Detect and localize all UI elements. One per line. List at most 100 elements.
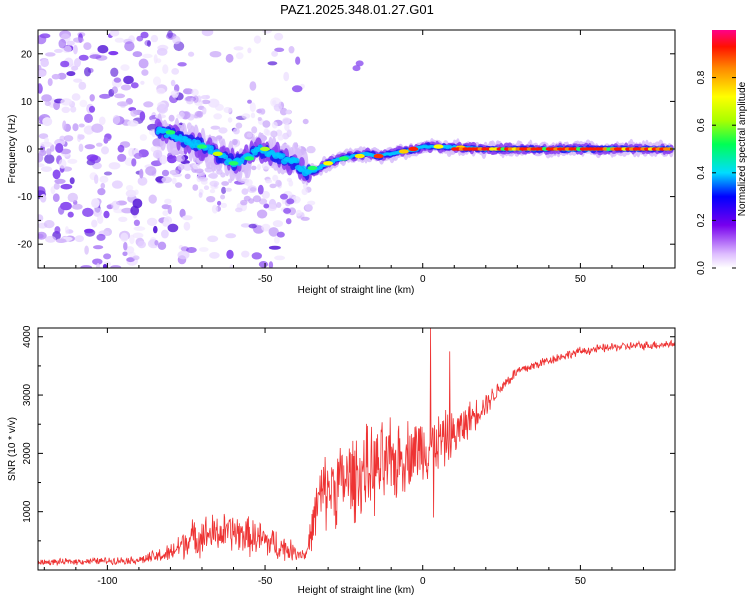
ridge-mark xyxy=(293,157,300,164)
noise-blob xyxy=(84,113,93,123)
noise-blob xyxy=(132,255,140,260)
noise-blob xyxy=(147,40,151,47)
noise-blob xyxy=(129,234,135,245)
noise-blob xyxy=(217,200,222,206)
haze-blob xyxy=(209,172,218,180)
haze-blob xyxy=(198,176,209,182)
noise-blob xyxy=(188,51,195,57)
noise-blob xyxy=(86,154,99,162)
haze-blob xyxy=(200,95,210,100)
colorbar-ticks: 0.0 0.2 0.4 0.6 0.8 xyxy=(696,70,736,275)
noise-blob xyxy=(183,221,191,231)
haze-blob xyxy=(202,107,207,115)
snr-panel: -100 -50 0 50 1000 2000 3000 4000 Height of st… xyxy=(7,325,676,596)
noise-blob xyxy=(72,123,79,132)
noise-blob xyxy=(38,69,47,78)
noise-blob xyxy=(263,203,270,209)
noise-blob xyxy=(46,148,52,156)
noise-blob xyxy=(146,217,158,226)
noise-blob xyxy=(117,153,127,162)
noise-blob xyxy=(53,101,60,111)
haze-blob xyxy=(206,196,216,203)
haze-blob xyxy=(192,163,201,170)
y-tick-label: 20 xyxy=(21,49,33,60)
noise-blob xyxy=(355,60,364,67)
noise-blob xyxy=(161,176,173,184)
haze-blob xyxy=(275,179,282,187)
noise-blob xyxy=(109,30,120,37)
noise-blob xyxy=(123,75,134,85)
noise-blob xyxy=(111,200,120,211)
noise-blob xyxy=(177,250,190,260)
noise-blob xyxy=(59,135,66,142)
colorbar-tick-label: 0.0 xyxy=(696,261,707,275)
ridge-core xyxy=(228,161,239,166)
noise-blob xyxy=(233,128,240,135)
noise-blob xyxy=(99,175,109,183)
noise-blob xyxy=(272,220,283,228)
haze-blob xyxy=(198,192,203,198)
noise-blob xyxy=(153,76,161,86)
haze-blob xyxy=(183,88,189,94)
noise-blob xyxy=(288,46,295,54)
noise-blob xyxy=(156,87,166,95)
haze-blob xyxy=(193,95,199,103)
noise-blob xyxy=(74,58,81,68)
noise-blob xyxy=(112,114,121,125)
ridge-mark xyxy=(298,157,305,169)
noise-blob xyxy=(163,216,173,225)
noise-blob xyxy=(138,58,149,69)
ridge-mark xyxy=(209,145,214,152)
colorbar: 0.0 0.2 0.4 0.6 0.8 Normalized spectral ampl… xyxy=(696,30,748,275)
haze-blob xyxy=(170,90,179,98)
noise-blob xyxy=(44,101,51,107)
noise-blob xyxy=(117,144,125,153)
noise-blob xyxy=(111,86,119,94)
haze-blob xyxy=(235,122,243,129)
noise-blob xyxy=(78,143,84,152)
noise-blob xyxy=(97,214,104,224)
haze-blob xyxy=(195,110,202,117)
haze-blob xyxy=(248,198,255,204)
noise-blob xyxy=(84,67,91,77)
noise-blob xyxy=(172,35,181,45)
noise-blob xyxy=(41,94,52,102)
noise-blob xyxy=(60,98,73,106)
noise-blob xyxy=(186,247,197,253)
noise-blob xyxy=(268,227,279,237)
noise-blob xyxy=(66,71,76,77)
noise-blob xyxy=(91,123,104,133)
noise-blob xyxy=(38,83,42,91)
haze-blob xyxy=(194,168,204,174)
haze-blob xyxy=(286,177,293,182)
haze-blob xyxy=(304,204,313,211)
spectrogram-xlabel: Height of straight line (km) xyxy=(298,285,415,296)
noise-blob xyxy=(221,186,227,194)
noise-blob xyxy=(199,247,209,252)
noise-blob xyxy=(66,40,75,46)
haze-blob xyxy=(282,117,291,125)
noise-blob xyxy=(123,241,128,251)
noise-blob xyxy=(274,255,286,261)
noise-blob xyxy=(102,264,108,268)
noise-blob xyxy=(268,261,274,268)
ridge-core xyxy=(323,161,334,166)
noise-blob xyxy=(89,94,95,102)
noise-blob xyxy=(38,233,44,239)
noise-blob xyxy=(67,158,78,164)
noise-blob xyxy=(73,78,83,83)
haze-blob xyxy=(276,202,282,208)
noise-blob xyxy=(285,218,292,225)
ridge-core xyxy=(244,156,255,161)
noise-blob xyxy=(127,120,139,127)
haze-blob xyxy=(220,202,227,209)
noise-blob xyxy=(78,123,85,128)
noise-blob xyxy=(161,229,169,239)
noise-blob xyxy=(124,41,135,52)
noise-blob xyxy=(99,93,111,99)
noise-blob xyxy=(120,232,129,242)
haze-blob xyxy=(225,187,232,192)
ridge-core xyxy=(433,144,444,149)
haze-blob xyxy=(220,194,226,200)
